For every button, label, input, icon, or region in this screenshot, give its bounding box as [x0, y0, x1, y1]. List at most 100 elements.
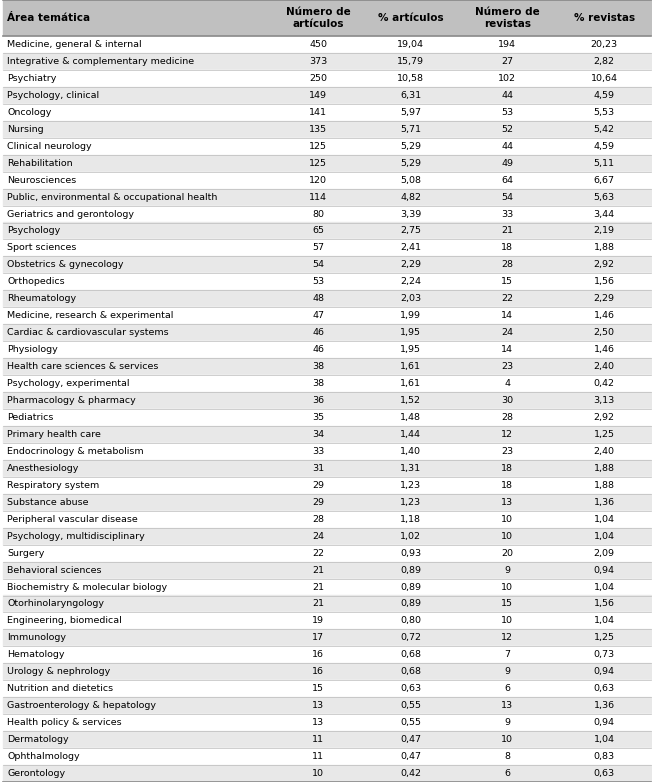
Text: 2,03: 2,03 — [400, 294, 421, 303]
Text: Psychology, experimental: Psychology, experimental — [7, 379, 130, 388]
Bar — [3, 714, 651, 731]
Text: 1,61: 1,61 — [400, 362, 421, 371]
Text: 1,95: 1,95 — [400, 328, 421, 337]
Text: 2,24: 2,24 — [400, 278, 421, 286]
Text: Medicine, general & internal: Medicine, general & internal — [7, 40, 141, 49]
Bar — [3, 544, 651, 561]
Bar — [3, 426, 651, 443]
Text: 1,25: 1,25 — [593, 633, 615, 642]
Text: Obstetrics & gynecology: Obstetrics & gynecology — [7, 260, 124, 269]
Text: 6: 6 — [504, 769, 511, 778]
Text: 10: 10 — [501, 515, 513, 524]
Text: 2,40: 2,40 — [593, 362, 615, 371]
Text: 4,59: 4,59 — [593, 91, 615, 100]
Text: 31: 31 — [312, 464, 324, 473]
Text: 0,68: 0,68 — [400, 651, 421, 659]
Text: 16: 16 — [312, 667, 324, 676]
Text: Urology & nephrology: Urology & nephrology — [7, 667, 110, 676]
Text: 6: 6 — [504, 684, 511, 694]
Text: 0,47: 0,47 — [400, 735, 421, 744]
Text: 0,80: 0,80 — [400, 616, 421, 626]
Text: 28: 28 — [501, 260, 513, 269]
Bar — [3, 307, 651, 325]
Text: Substance abuse: Substance abuse — [7, 498, 89, 507]
Text: 80: 80 — [312, 210, 324, 218]
Text: 13: 13 — [501, 701, 513, 710]
Text: 13: 13 — [312, 718, 324, 727]
Text: 1,52: 1,52 — [400, 396, 421, 405]
Text: 1,46: 1,46 — [593, 311, 615, 321]
Text: 3,44: 3,44 — [593, 210, 615, 218]
Text: Physiology: Physiology — [7, 345, 58, 354]
Text: 0,83: 0,83 — [593, 752, 615, 761]
Text: Anesthesiology: Anesthesiology — [7, 464, 80, 473]
Text: 2,19: 2,19 — [593, 227, 615, 235]
Text: 21: 21 — [501, 227, 513, 235]
Text: 10: 10 — [312, 769, 324, 778]
Text: 1,36: 1,36 — [593, 498, 615, 507]
Text: 19,04: 19,04 — [397, 40, 424, 49]
Text: 1,04: 1,04 — [593, 735, 615, 744]
Text: 5,29: 5,29 — [400, 159, 421, 167]
Bar — [3, 528, 651, 544]
Text: 11: 11 — [312, 752, 324, 761]
Bar — [3, 256, 651, 274]
Text: 28: 28 — [501, 413, 513, 422]
Text: 53: 53 — [501, 108, 513, 117]
Text: 1,23: 1,23 — [400, 481, 421, 490]
Text: Área temática: Área temática — [7, 13, 90, 23]
Bar — [3, 341, 651, 358]
Bar — [3, 765, 651, 782]
Text: 0,94: 0,94 — [593, 565, 615, 575]
Text: 5,08: 5,08 — [400, 176, 421, 185]
Text: 16: 16 — [312, 651, 324, 659]
Text: Endocrinology & metabolism: Endocrinology & metabolism — [7, 447, 144, 456]
Text: 6,67: 6,67 — [593, 176, 615, 185]
Text: Engineering, biomedical: Engineering, biomedical — [7, 616, 122, 626]
Text: 1,56: 1,56 — [593, 600, 615, 608]
Text: 18: 18 — [501, 481, 513, 490]
Text: 0,42: 0,42 — [593, 379, 615, 388]
Text: 7: 7 — [504, 651, 511, 659]
Text: 15,79: 15,79 — [397, 57, 424, 66]
Text: 1,56: 1,56 — [593, 278, 615, 286]
Text: 52: 52 — [501, 125, 513, 134]
Text: 5,42: 5,42 — [593, 125, 615, 134]
Text: 2,09: 2,09 — [593, 549, 615, 558]
Text: Clinical neurology: Clinical neurology — [7, 142, 92, 151]
Text: 12: 12 — [501, 430, 513, 439]
Text: 1,88: 1,88 — [593, 464, 615, 473]
Text: 9: 9 — [504, 718, 511, 727]
Text: 4: 4 — [504, 379, 511, 388]
Text: 54: 54 — [501, 192, 513, 202]
Text: 33: 33 — [501, 210, 513, 218]
Text: Número de
artículos: Número de artículos — [286, 7, 351, 29]
Text: 0,42: 0,42 — [400, 769, 421, 778]
Text: 14: 14 — [501, 345, 513, 354]
Text: Pharmacology & pharmacy: Pharmacology & pharmacy — [7, 396, 136, 405]
Text: 0,55: 0,55 — [400, 718, 421, 727]
Bar — [3, 680, 651, 698]
Text: % artículos: % artículos — [378, 13, 443, 23]
Text: Peripheral vascular disease: Peripheral vascular disease — [7, 515, 138, 524]
Text: Número de
revistas: Número de revistas — [475, 7, 540, 29]
Text: Orthopedics: Orthopedics — [7, 278, 65, 286]
Text: 8: 8 — [504, 752, 511, 761]
Bar — [3, 138, 651, 155]
Bar — [3, 579, 651, 596]
Bar — [3, 392, 651, 409]
Bar — [3, 70, 651, 87]
Text: 0,63: 0,63 — [400, 684, 421, 694]
Text: 1,95: 1,95 — [400, 345, 421, 354]
Text: 38: 38 — [312, 379, 324, 388]
Text: Medicine, research & experimental: Medicine, research & experimental — [7, 311, 173, 321]
Text: 13: 13 — [501, 498, 513, 507]
Bar — [3, 87, 651, 104]
Text: 1,04: 1,04 — [593, 583, 615, 591]
Text: Cardiac & cardiovascular systems: Cardiac & cardiovascular systems — [7, 328, 169, 337]
Bar — [3, 223, 651, 239]
Text: 46: 46 — [312, 345, 324, 354]
Bar — [3, 698, 651, 714]
Text: 49: 49 — [501, 159, 513, 167]
Bar — [3, 511, 651, 528]
